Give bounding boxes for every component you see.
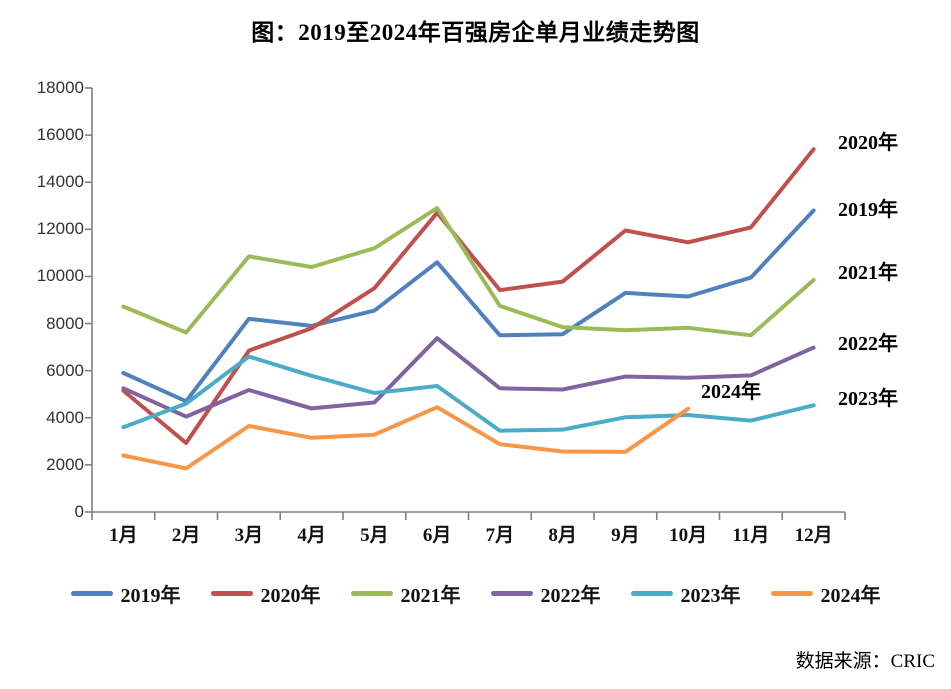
x-axis-tick-label: 9月: [611, 525, 640, 546]
legend-swatch-icon: [70, 591, 113, 596]
series-end-label: 2023年: [838, 388, 898, 410]
x-axis-tick-label: 2月: [171, 525, 201, 546]
series-line-2021年: [121, 206, 816, 338]
y-axis-tick-label: 2000: [46, 454, 84, 474]
legend-label: 2024年: [820, 585, 881, 607]
y-axis-tick-label: 0: [74, 502, 84, 521]
series-line-2024年: [121, 405, 691, 471]
x-axis-tick-label: 11月: [732, 525, 770, 546]
legend-item-2022年: 2022年: [490, 579, 601, 608]
legend-swatch-icon: [350, 591, 393, 596]
y-axis-tick-label: 10000: [36, 266, 84, 286]
x-axis-tick-label: 3月: [234, 525, 264, 546]
series-end-label: 2020年: [838, 132, 898, 154]
y-axis-tick-label: 14000: [36, 172, 84, 192]
legend-swatch-icon: [630, 591, 673, 596]
x-axis-tick-label: 12月: [794, 525, 833, 546]
legend-item-2023年: 2023年: [630, 579, 741, 608]
chart-title: 图：2019至2024年百强房企单月业绩走势图: [251, 20, 700, 45]
series-end-label: 2022年: [838, 333, 898, 355]
y-axis-tick-label: 6000: [46, 360, 84, 380]
y-axis-tick-label: 8000: [46, 313, 84, 333]
series-line-2023年: [121, 354, 816, 433]
x-axis-tick-label: 5月: [360, 525, 389, 546]
legend: 2019年 2020年 2021年 2022年 2023年 2024年: [0, 579, 951, 608]
series-end-label: 2019年: [838, 199, 898, 221]
x-axis-tick-label: 4月: [297, 525, 326, 546]
x-axis-tick-label: 6月: [422, 525, 452, 546]
y-axis-tick-label: 16000: [36, 125, 84, 145]
legend-item-2019年: 2019年: [70, 579, 181, 608]
legend-label: 2023年: [680, 585, 741, 607]
x-axis-tick-label: 7月: [485, 525, 515, 546]
legend-item-2020年: 2020年: [210, 579, 321, 608]
series-line-2019年: [121, 208, 816, 404]
legend-label: 2020年: [260, 585, 321, 607]
data-source-caption: 数据来源：CRIC: [795, 651, 935, 672]
legend-label: 2022年: [540, 585, 601, 607]
legend-swatch-icon: [770, 591, 813, 596]
x-axis-tick-label: 8月: [548, 525, 577, 546]
legend-swatch-icon: [210, 591, 253, 596]
y-axis-tick-label: 4000: [46, 407, 84, 427]
legend-item-2024年: 2024年: [770, 579, 881, 608]
series-line-2022年: [121, 336, 816, 419]
x-axis-tick-label: 10月: [669, 525, 708, 546]
x-axis-tick-label: 1月: [109, 525, 138, 546]
legend-swatch-icon: [490, 591, 533, 596]
legend-label: 2021年: [400, 585, 461, 607]
y-axis-tick-label: 12000: [36, 219, 84, 239]
series-end-label: 2024年: [701, 381, 761, 403]
y-axis-tick-label: 18000: [36, 78, 84, 97]
legend-item-2021年: 2021年: [350, 579, 461, 608]
legend-label: 2019年: [120, 585, 181, 607]
series-end-label: 2021年: [838, 262, 898, 284]
